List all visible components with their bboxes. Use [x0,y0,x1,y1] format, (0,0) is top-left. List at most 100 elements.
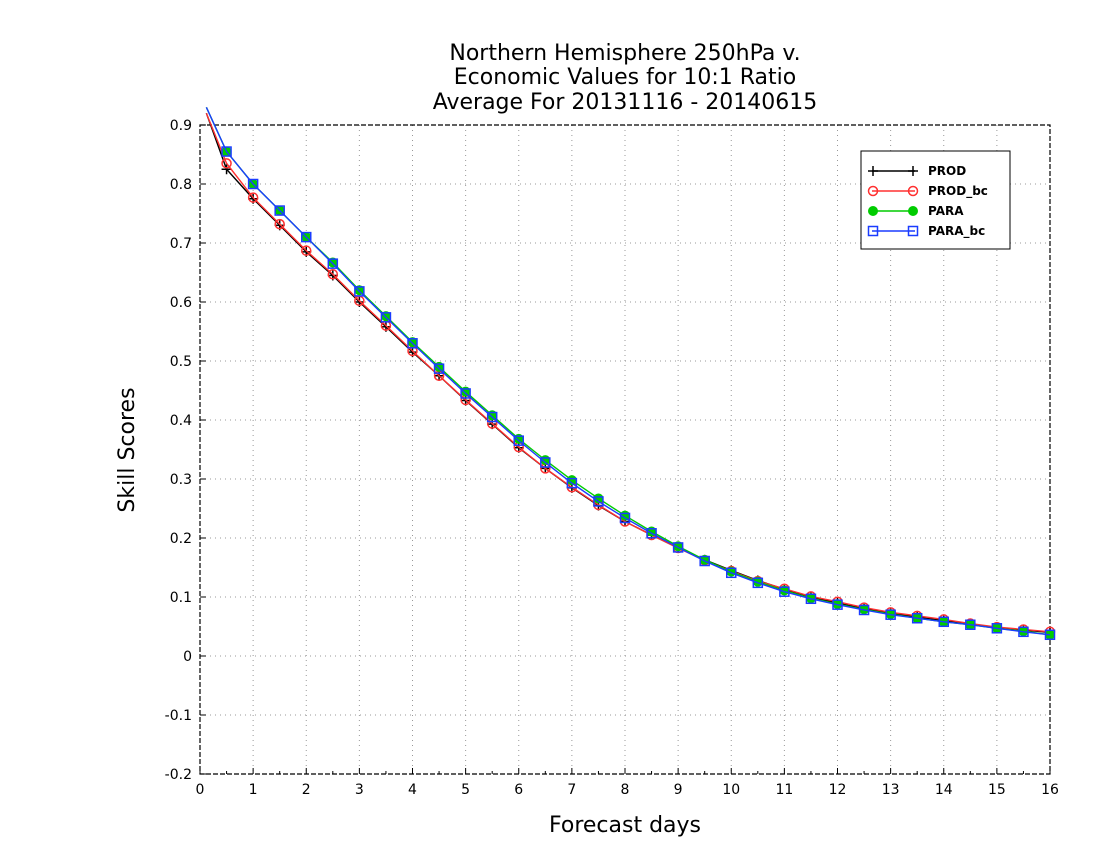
y-tick-label: 0.5 [170,354,192,370]
y-tick-label: 0.4 [170,413,192,429]
x-tick-label: 11 [775,782,793,798]
series-line [205,107,1051,636]
data-point [911,612,923,624]
y-tick-label: 0.9 [170,118,192,134]
y-tick-label: 0.2 [170,531,192,547]
y-tick-label: 0.6 [170,295,192,311]
y-axis: -0.2 -0.1 0 0.1 0.2 0.3 0.4 0.5 0.6 0.7 0.8 0.9 [165,118,206,783]
legend-label: PARA_bc [928,224,985,239]
grid [200,125,1050,774]
data-point [1018,626,1029,638]
y-tick-label: -0.2 [165,767,192,783]
y-tick-label: 0.7 [170,236,192,252]
x-tick-label: 13 [882,782,900,798]
data-point [991,623,1003,634]
legend-marker [907,185,919,197]
data-point [513,435,524,446]
y-tick-label: 0 [183,649,192,665]
data-point [885,609,896,620]
x-tick-label: 5 [461,782,470,798]
x-tick-label: 10 [722,782,740,798]
x-tick-label: 7 [567,782,576,798]
data-point [805,593,817,605]
data-point [486,411,498,423]
data-point [221,158,232,169]
series-line [205,112,1051,633]
title-line-1: Northern Hemisphere 250hPa v. [449,41,800,66]
legend-label: PROD [928,164,966,178]
legend-marker [868,206,878,216]
data-point [274,205,285,216]
y-tick-label: -0.1 [165,708,192,724]
data-point [221,164,232,175]
y-axis-title: Skill Scores [115,387,140,512]
series-lines [205,107,1056,641]
x-tick-label: 14 [935,782,953,798]
x-tick-label: 16 [1041,782,1059,798]
data-point [221,146,232,157]
x-tick-label: 0 [196,782,205,798]
legend-marker [868,166,878,176]
title-line-3: Average For 20131116 - 20140615 [433,90,818,115]
y-tick-label: 0.8 [170,177,192,193]
data-point [832,599,843,610]
x-tick-label: 8 [621,782,630,798]
data-point [407,338,418,349]
data-point [380,312,392,323]
data-point [699,555,710,567]
chart-title: Northern Hemisphere 250hPa v. Economic V… [433,41,818,115]
x-tick-label: 15 [988,782,1006,798]
x-tick-label: 4 [408,782,417,798]
legend-label: PARA [928,204,964,218]
data-point [301,231,312,243]
data-point [593,496,604,507]
data-point [247,192,259,203]
data-point [540,457,551,468]
data-point [354,286,365,297]
data-point [1044,629,1056,641]
data-point [247,178,259,190]
x-tick-label: 12 [829,782,847,798]
data-point [779,586,790,597]
legend-label: PROD_bc [928,184,988,199]
data-point [752,577,764,589]
y-tick-label: 0.1 [170,590,192,606]
data-point [274,218,285,230]
data-point [619,512,631,524]
legend-marker [867,185,879,197]
title-line-2: Economic Values for 10:1 Ratio [454,65,796,90]
legend-marker [907,225,919,237]
data-point [938,616,949,628]
x-tick-label: 1 [249,782,258,798]
x-tick-label: 2 [302,782,311,798]
data-point [301,245,312,256]
data-point [327,269,339,280]
legend: PROD PROD_bc PARA PARA_bc [860,150,1011,250]
data-point [433,363,445,374]
data-point [460,388,471,399]
data-point [965,619,976,630]
legend-marker [908,166,918,176]
legend-item: PARA [868,204,964,218]
x-axis-title: Forecast days [549,813,701,838]
data-point [726,567,737,579]
y-tick-label: 0.3 [170,472,192,488]
x-tick-label: 6 [514,782,523,798]
legend-marker [908,206,918,216]
x-tick-label: 3 [355,782,364,798]
series-para-bc [205,107,1056,641]
data-point [327,258,339,269]
legend-box [860,150,1011,250]
legend-marker [867,225,879,237]
legend-item: PARA_bc [867,224,985,239]
x-axis: 0 1 2 3 4 5 6 7 8 9 10 11 12 13 14 15 16 [196,768,1059,798]
data-point [858,604,870,616]
plot-frame [199,124,1051,775]
legend-item: PROD_bc [867,184,988,199]
data-point [672,542,684,553]
legend-item: PROD [868,164,966,178]
x-tick-label: 9 [674,782,683,798]
data-point [646,528,657,539]
data-point [566,477,578,489]
